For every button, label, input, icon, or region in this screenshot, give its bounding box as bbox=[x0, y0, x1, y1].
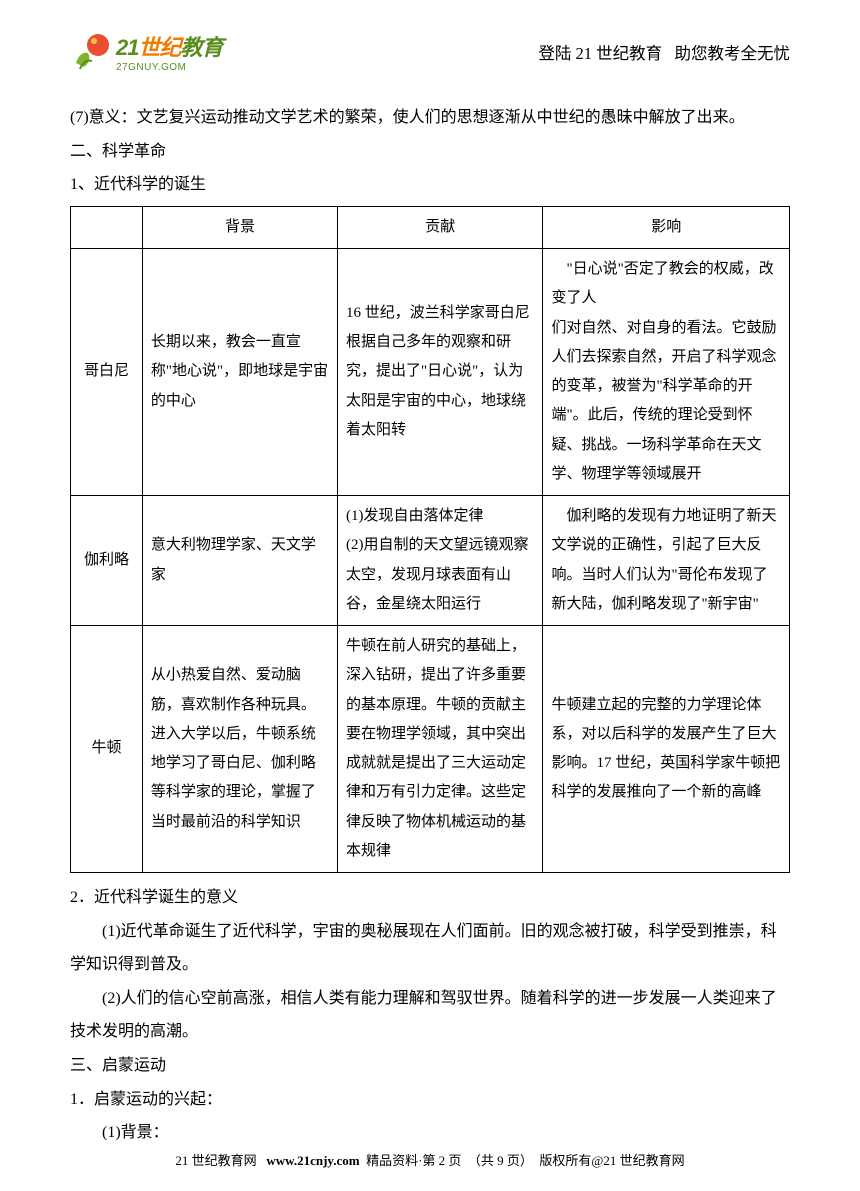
th-blank bbox=[71, 206, 143, 248]
heading-3: 三、启蒙运动 bbox=[70, 1049, 790, 1083]
heading-2-2: 2．近代科学诞生的意义 bbox=[70, 881, 790, 915]
logo: 21世纪教育 27GNUY.GOM bbox=[70, 30, 223, 73]
table-row: 牛顿 从小热爱自然、爱动脑筋，喜欢制作各种玩具。进入大学以后，牛顿系统地学习了哥… bbox=[71, 626, 790, 873]
cell-bg: 意大利物理学家、天文学家 bbox=[142, 496, 337, 626]
th-impact: 影响 bbox=[543, 206, 790, 248]
heading-3-1a: (1)背景： bbox=[70, 1116, 790, 1150]
logo-text: 21世纪教育 27GNUY.GOM bbox=[116, 30, 223, 73]
table-header-row: 背景 贡献 影响 bbox=[71, 206, 790, 248]
heading-2: 二、科学革命 bbox=[70, 135, 790, 169]
logo-title: 21世纪教育 bbox=[116, 30, 223, 62]
logo-jiaoyu: 教育 bbox=[181, 35, 223, 60]
page-footer: 21 世纪教育网 www.21cnjy.com 精品资料·第 2 页 （共 9 … bbox=[0, 1150, 860, 1169]
page-container: 21世纪教育 27GNUY.GOM 登陆 21 世纪教育 助您教考全无忧 (7)… bbox=[0, 0, 860, 1150]
paragraph-2-2b: (2)人们的信心空前高涨，相信人类有能力理解和驾驭世界。随着科学的进一步发展一人… bbox=[70, 982, 790, 1049]
logo-21: 21 bbox=[116, 35, 138, 60]
th-bg: 背景 bbox=[142, 206, 337, 248]
slogan-b: 助您教考全无忧 bbox=[675, 44, 791, 63]
cell-contrib: 牛顿在前人研究的基础上，深入钻研，提出了许多重要的基本原理。牛顿的贡献主要在物理… bbox=[338, 626, 543, 873]
cell-impact: "日心说"否定了教会的权威，改变了人们对自然、对自身的看法。它鼓励人们去探索自然… bbox=[543, 249, 790, 496]
table-row: 伽利略 意大利物理学家、天文学家 (1)发现自由落体定律(2)用自制的天文望远镜… bbox=[71, 496, 790, 626]
cell-contrib: 16 世纪，波兰科学家哥白尼根据自己多年的观察和研究，提出了"日心说"，认为太阳… bbox=[338, 249, 543, 496]
cell-bg: 长期以来，教会一直宣称"地心说"，即地球是宇宙的中心 bbox=[142, 249, 337, 496]
th-contrib: 贡献 bbox=[338, 206, 543, 248]
science-table: 背景 贡献 影响 哥白尼 长期以来，教会一直宣称"地心说"，即地球是宇宙的中心 … bbox=[70, 206, 790, 873]
cell-name: 牛顿 bbox=[71, 626, 143, 873]
table-row: 哥白尼 长期以来，教会一直宣称"地心说"，即地球是宇宙的中心 16 世纪，波兰科… bbox=[71, 249, 790, 496]
cell-contrib: (1)发现自由落体定律(2)用自制的天文望远镜观察太空，发现月球表面有山谷，金星… bbox=[338, 496, 543, 626]
footer-site: 21 世纪教育网 bbox=[175, 1153, 256, 1168]
logo-url: 27GNUY.GOM bbox=[116, 62, 223, 73]
cell-bg: 从小热爱自然、爱动脑筋，喜欢制作各种玩具。进入大学以后，牛顿系统地学习了哥白尼、… bbox=[142, 626, 337, 873]
paragraph-2-2a: (1)近代革命诞生了近代科学，宇宙的奥秘展现在人们面前。旧的观念被打破，科学受到… bbox=[70, 915, 790, 982]
header-slogan: 登陆 21 世纪教育 助您教考全无忧 bbox=[538, 40, 790, 64]
logo-icon bbox=[70, 31, 112, 73]
cell-impact: 伽利略的发现有力地证明了新天文学说的正确性，引起了巨大反响。当时人们认为"哥伦布… bbox=[543, 496, 790, 626]
cell-impact: 牛顿建立起的完整的力学理论体系，对以后科学的发展产生了巨大影响。17 世纪，英国… bbox=[543, 626, 790, 873]
footer-url: www.21cnjy.com bbox=[266, 1153, 359, 1168]
paragraph-p7: (7)意义：文艺复兴运动推动文学艺术的繁荣，使人们的思想逐渐从中世纪的愚昧中解放… bbox=[70, 101, 790, 135]
page-header: 21世纪教育 27GNUY.GOM 登陆 21 世纪教育 助您教考全无忧 bbox=[70, 30, 790, 73]
logo-shiji: 世纪 bbox=[138, 35, 180, 60]
slogan-a: 登陆 21 世纪教育 bbox=[538, 44, 662, 63]
document-body: (7)意义：文艺复兴运动推动文学艺术的繁荣，使人们的思想逐渐从中世纪的愚昧中解放… bbox=[70, 101, 790, 1150]
heading-2-1: 1、近代科学的诞生 bbox=[70, 168, 790, 202]
cell-name: 伽利略 bbox=[71, 496, 143, 626]
footer-mid: 精品资料·第 2 页 （共 9 页） 版权所有@21 世纪教育网 bbox=[366, 1153, 685, 1168]
heading-3-1: 1．启蒙运动的兴起： bbox=[70, 1083, 790, 1117]
cell-name: 哥白尼 bbox=[71, 249, 143, 496]
